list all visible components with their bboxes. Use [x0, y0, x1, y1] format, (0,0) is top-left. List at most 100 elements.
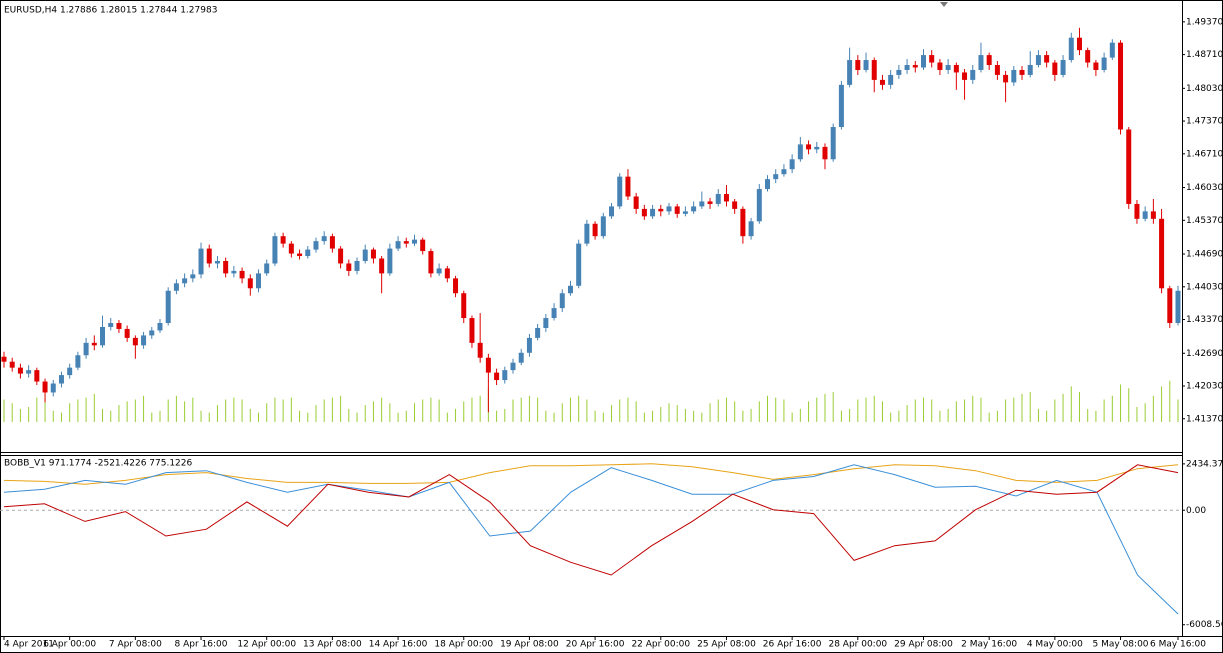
- candle-body: [510, 362, 516, 371]
- candle-body: [42, 381, 48, 393]
- candle-body: [1142, 211, 1148, 219]
- candle-body: [773, 174, 779, 180]
- candle-body: [149, 330, 155, 336]
- candle-body: [247, 278, 253, 289]
- x-tick-label: 8 Apr 16:00: [175, 640, 228, 650]
- candle-body: [206, 248, 212, 264]
- candle-body: [50, 383, 56, 393]
- candle-body: [682, 211, 688, 214]
- candle-body: [535, 327, 541, 338]
- candle-body: [641, 208, 647, 217]
- x-tick-label: 14 Apr 16:00: [369, 640, 428, 650]
- candle-body: [387, 248, 393, 274]
- candle-body: [141, 335, 147, 346]
- indicator-line: [3, 463, 1179, 485]
- candle-body: [157, 323, 163, 331]
- candle-body: [740, 208, 746, 237]
- candle-body: [1052, 62, 1058, 75]
- candle-body: [526, 337, 532, 353]
- y-tick-label: 1.49370: [1186, 17, 1223, 27]
- candle-body: [272, 236, 278, 264]
- candle-body: [313, 241, 319, 250]
- candle-body: [346, 263, 352, 271]
- candle-body: [912, 65, 918, 68]
- candle-body: [518, 352, 524, 363]
- candle-body: [559, 293, 565, 309]
- candle-body: [970, 69, 976, 80]
- y-tick-label: 1.42690: [1186, 349, 1223, 359]
- candle-body: [173, 283, 179, 291]
- candle-body: [395, 241, 401, 249]
- candle-body: [896, 69, 902, 75]
- y-tick-label: -6008.56: [1186, 620, 1223, 630]
- y-tick-label: 1.48710: [1186, 50, 1223, 60]
- candle-body: [1109, 42, 1115, 58]
- candle-body: [756, 189, 762, 222]
- candle-body: [1150, 211, 1156, 219]
- candle-body: [781, 169, 787, 175]
- candle-body: [1019, 69, 1025, 75]
- x-tick-label: 28 Apr 00:00: [828, 640, 887, 650]
- candle-body: [994, 65, 1000, 75]
- candle-body: [953, 65, 959, 73]
- candle-body: [165, 290, 171, 324]
- candle-body: [256, 273, 262, 289]
- candle-body: [461, 293, 467, 319]
- candle-body: [297, 253, 303, 257]
- indicator-line: [3, 464, 1179, 576]
- candle-body: [674, 206, 680, 214]
- candle-body: [732, 201, 738, 209]
- candle-body: [1060, 60, 1066, 75]
- candle-body: [723, 194, 729, 202]
- candle-body: [543, 318, 549, 328]
- candle-body: [1118, 42, 1124, 130]
- candle-body: [502, 370, 508, 381]
- candle-body: [1027, 65, 1033, 75]
- x-tick-label: 6 May 16:00: [1150, 640, 1206, 650]
- candle-body: [1003, 74, 1009, 83]
- candle-body: [338, 248, 344, 264]
- candle-body: [1076, 37, 1082, 51]
- candle-body: [748, 221, 754, 237]
- candle-body: [633, 196, 639, 209]
- candle-body: [920, 55, 926, 68]
- candle-body: [1044, 55, 1050, 63]
- candle-body: [986, 55, 992, 66]
- y-tick-label: 1.48030: [1186, 84, 1223, 94]
- x-tick-label: 20 Apr 16:00: [566, 640, 625, 650]
- candle-body: [822, 146, 828, 160]
- candle-body: [182, 278, 188, 284]
- x-tick-label: 2 May 16:00: [961, 640, 1017, 650]
- candle-body: [879, 79, 885, 85]
- candle-body: [609, 206, 615, 217]
- candle-body: [9, 361, 15, 368]
- candle-body: [280, 236, 286, 244]
- candle-body: [26, 370, 32, 374]
- chart-title: EURUSD,H4 1.27886 1.28015 1.27844 1.2798…: [4, 6, 217, 16]
- y-tick-label: 1.46030: [1186, 183, 1223, 193]
- candle-body: [691, 206, 697, 212]
- indicator-line: [3, 464, 1179, 615]
- candle-body: [617, 176, 623, 207]
- candle-body: [264, 263, 270, 274]
- candle-body: [715, 194, 721, 204]
- candle-body: [444, 268, 450, 279]
- x-tick-label: 26 Apr 16:00: [763, 640, 822, 650]
- y-tick-label: 1.45370: [1186, 216, 1223, 226]
- candle-body: [1085, 50, 1091, 63]
- candle-body: [830, 127, 836, 160]
- candle-body: [1175, 290, 1181, 324]
- indicator-title: BOBB_V1 971.1774 -2521.4226 775.1226: [4, 459, 192, 469]
- candle-body: [1, 356, 7, 362]
- candle-body: [945, 65, 951, 70]
- candle-body: [67, 367, 73, 376]
- x-tick-label: 4 Apr 2011: [4, 640, 54, 650]
- candle-body: [847, 60, 853, 85]
- y-tick-label: 1.46710: [1186, 149, 1223, 159]
- y-tick-label: 2434.376: [1186, 459, 1223, 469]
- candle-body: [321, 236, 327, 242]
- candle-body: [108, 323, 114, 327]
- shift-marker: [940, 2, 948, 7]
- candle-body: [100, 326, 106, 346]
